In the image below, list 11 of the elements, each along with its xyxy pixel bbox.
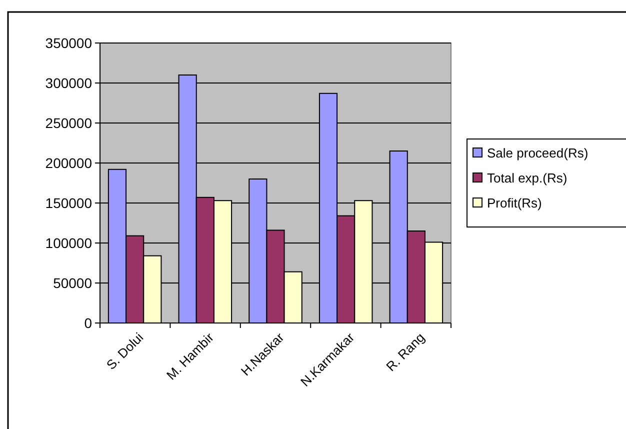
y-tick-label: 300000 [45, 74, 92, 91]
y-tick-label: 0 [84, 314, 92, 331]
y-tick-label: 150000 [45, 194, 92, 211]
y-tick-label: 350000 [45, 34, 92, 51]
legend-label: Total exp.(Rs) [487, 170, 568, 186]
legend-label: Sale proceed(Rs) [487, 146, 588, 161]
y-tick-label: 250000 [45, 114, 92, 131]
y-tick-label: 100000 [45, 234, 92, 251]
y-tick-label: 50000 [53, 274, 92, 291]
y-tick-label: 200000 [45, 154, 92, 171]
legend-label: Profit(Rs) [487, 196, 542, 211]
